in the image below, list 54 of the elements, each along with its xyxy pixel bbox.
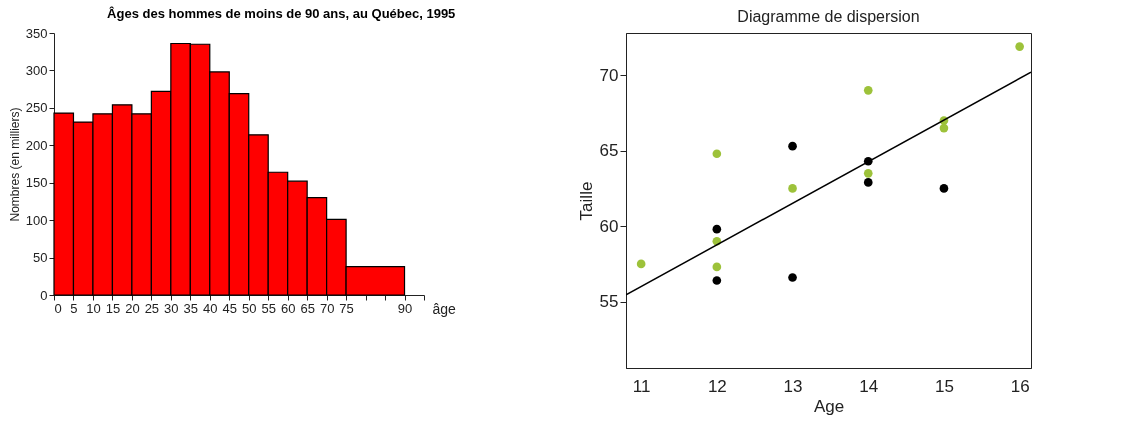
point — [788, 141, 797, 151]
x-tick-label: 15 — [934, 376, 954, 396]
y-tick-label: 70 — [599, 65, 619, 85]
x-tick-label: 10 — [86, 300, 101, 316]
x-tick-label: 13 — [783, 376, 803, 396]
x-tick-label: 45 — [222, 300, 237, 316]
y-tick-label: 350 — [25, 25, 48, 41]
point — [863, 169, 873, 178]
point — [712, 276, 722, 285]
y-tick-label: 200 — [25, 137, 48, 153]
point — [712, 149, 722, 159]
x-tick-label: 0 — [54, 300, 62, 316]
point — [939, 123, 949, 133]
x-tick-label: 5 — [70, 300, 78, 316]
y-tick-label: 150 — [25, 175, 48, 191]
point — [712, 224, 722, 234]
x-tick-label: 12 — [707, 376, 727, 396]
point — [863, 178, 873, 187]
x-tick-label: 20 — [125, 300, 140, 316]
point — [788, 273, 797, 282]
x-tick-label: 65 — [300, 300, 315, 316]
y-tick-label: 65 — [599, 141, 619, 161]
point — [863, 86, 873, 95]
point — [939, 184, 949, 193]
x-tick-label: 40 — [203, 300, 218, 316]
x-axis-title: âge — [432, 300, 457, 317]
point — [788, 184, 797, 193]
x-axis-title: Age — [813, 396, 845, 416]
chart-title: Diagramme de dispersion — [737, 8, 920, 25]
x-tick-label: 70 — [319, 300, 335, 316]
x-tick-label: 14 — [859, 376, 879, 396]
chart-title: Âges des hommes de moins de 90 ans, au Québec, 1995 — [107, 6, 456, 21]
y-tick-label: 0 — [40, 287, 48, 303]
x-tick-label: 25 — [144, 300, 160, 316]
x-tick-label: 16 — [1010, 376, 1030, 396]
y-tick-label: 50 — [33, 250, 48, 266]
x-tick-label: 55 — [261, 300, 276, 316]
point — [636, 259, 646, 269]
y-tick-label: 60 — [599, 216, 619, 236]
point — [1015, 42, 1024, 51]
y-tick-label: 250 — [25, 100, 48, 116]
y-tick-label: 100 — [25, 212, 48, 228]
x-tick-label: 30 — [164, 300, 179, 316]
x-tick-label: 75 — [339, 300, 354, 316]
y-axis-title: Nombres (en milliers) — [7, 107, 22, 222]
x-tick-label: 15 — [105, 300, 121, 316]
y-axis-title: Taille — [576, 181, 596, 221]
x-tick-label: 35 — [183, 300, 199, 316]
y-tick-label: 300 — [25, 62, 48, 78]
x-tick-label: 60 — [280, 300, 296, 316]
x-tick-label: 90 — [397, 300, 413, 316]
x-tick-label: 11 — [632, 376, 651, 396]
x-tick-label: 50 — [242, 300, 257, 316]
point — [712, 262, 722, 272]
